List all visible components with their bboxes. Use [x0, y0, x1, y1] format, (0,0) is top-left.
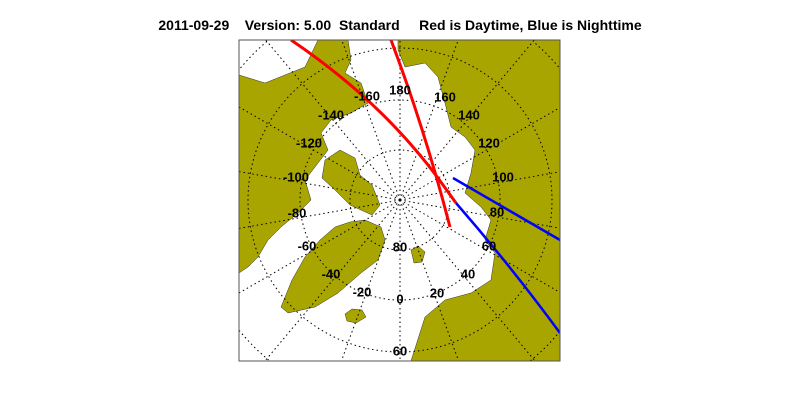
- longitude-label: -140: [318, 107, 344, 122]
- longitude-label: 140: [458, 107, 480, 122]
- meridian-line: [399, 40, 459, 201]
- meridian-line: [239, 199, 401, 229]
- meridian-line: [399, 199, 460, 361]
- meridian-line: [399, 107, 560, 201]
- longitude-label: 20: [430, 285, 444, 300]
- title-date: 2011-09-29: [158, 17, 230, 33]
- longitude-label: -20: [353, 284, 372, 299]
- iceland-land: [344, 308, 367, 324]
- meridian-line: [239, 171, 401, 201]
- longitude-label: -40: [322, 266, 341, 281]
- day-terminator-line: [389, 40, 452, 228]
- meridian-line: [265, 40, 401, 201]
- longitude-label: -120: [296, 135, 322, 150]
- meridian-line: [399, 171, 560, 201]
- meridian-line: [399, 40, 535, 201]
- title-legend: Red is Daytime, Blue is Nighttime: [419, 17, 642, 33]
- longitude-label: 60: [482, 238, 496, 253]
- title-mode: Standard: [338, 17, 400, 33]
- latitude-circle: [239, 41, 559, 361]
- latitude-circle: [247, 47, 553, 353]
- longitude-label: 80: [490, 204, 504, 219]
- longitude-label: -80: [288, 205, 307, 220]
- meridian-line: [341, 40, 401, 201]
- title-version: Version: 5.00: [244, 17, 332, 33]
- meridian-line: [340, 199, 401, 361]
- longitude-label: 180: [389, 82, 411, 97]
- graticule: [239, 40, 560, 361]
- longitude-label: 160: [434, 89, 456, 104]
- longitude-label: -160: [354, 88, 380, 103]
- map-frame: [238, 39, 561, 362]
- latitude-label: 60: [393, 343, 407, 358]
- map-title: 2011-09-29 Version: 5.00 Standard Red is…: [0, 17, 800, 33]
- latitude-label: 80: [393, 239, 407, 254]
- longitude-label: 100: [492, 169, 514, 184]
- longitude-label: -100: [283, 169, 309, 184]
- longitude-label: 120: [478, 135, 500, 150]
- night-terminator-line: [455, 202, 560, 334]
- day-terminator-line: [290, 40, 458, 204]
- longitude-label: 0: [396, 291, 403, 306]
- meridian-line: [399, 199, 560, 293]
- longitude-label: -60: [298, 238, 317, 253]
- north-america-land: [239, 40, 369, 274]
- terminator-lines: [290, 40, 560, 334]
- night-terminator-line: [452, 176, 560, 242]
- longitude-label: 40: [461, 266, 475, 281]
- arctic-islands-land: [321, 149, 381, 216]
- greenland-land: [280, 219, 386, 314]
